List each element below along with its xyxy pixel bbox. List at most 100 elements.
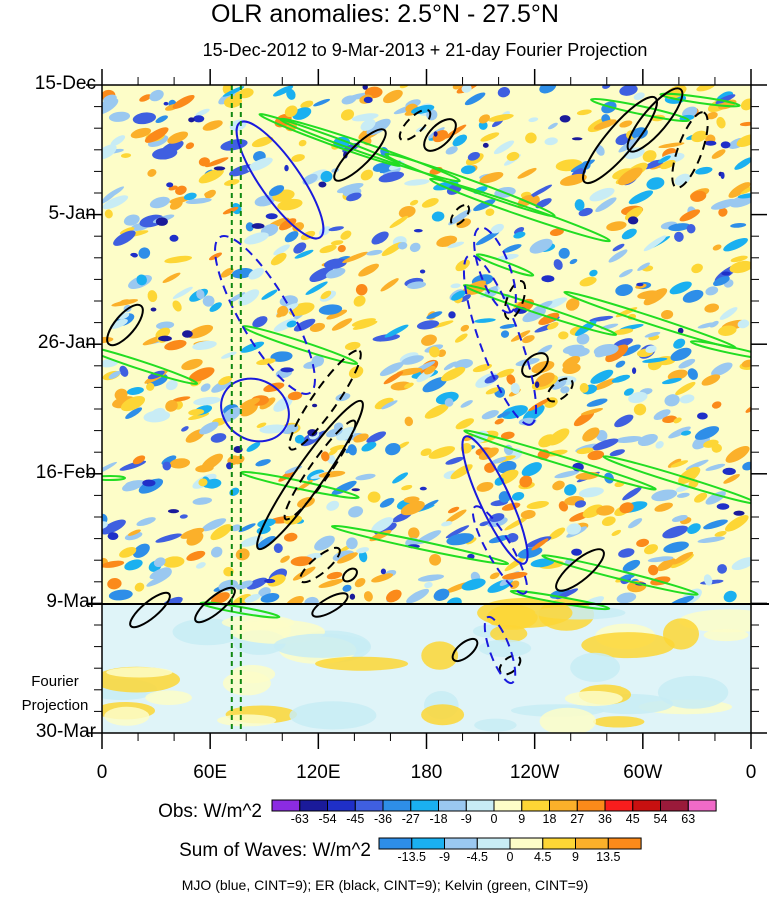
er-contour (521, 352, 549, 378)
projection-anomaly-cell (315, 656, 409, 671)
obs-anomaly-cell (719, 307, 738, 320)
obs-anomaly-cell (319, 244, 337, 254)
obs-anomaly-cell (192, 340, 217, 350)
projection-anomaly-cell (104, 706, 150, 726)
obs-anomaly-cell (678, 466, 701, 485)
obs-anomaly-cell (445, 509, 467, 524)
projection-anomaly-cell (421, 641, 459, 670)
obs-anomaly-cell (222, 86, 245, 97)
er-contour (299, 546, 341, 584)
obs-anomaly-cell (723, 590, 737, 603)
obs-anomaly-cell (740, 185, 751, 195)
obs-anomaly-cell (612, 243, 625, 252)
obs-anomaly-cell (417, 574, 445, 582)
obs-anomaly-cell (286, 88, 296, 100)
obs-anomaly-cell (211, 546, 223, 558)
waves-colorbar-swatch (542, 837, 577, 850)
obs-anomaly-cell (667, 369, 688, 381)
obs-anomaly-cell (260, 593, 280, 603)
obs-anomaly-cell (240, 402, 258, 417)
chart-title: OLR anomalies: 2.5°N - 27.5°N (211, 0, 559, 28)
obs-anomaly-cell (136, 274, 147, 286)
x-tick-label: 60E (193, 762, 228, 783)
obs-anomaly-cell (716, 116, 726, 129)
obs-anomaly-core (448, 311, 456, 319)
obs-anomaly-cell (460, 400, 473, 408)
projection-anomaly-cell (593, 716, 645, 728)
obs-anomaly-cell (411, 104, 435, 115)
obs-anomaly-core (318, 181, 327, 188)
obs-anomaly-cell (231, 268, 254, 279)
obs-anomaly-cell (134, 582, 145, 592)
obs-anomaly-cell (181, 426, 189, 432)
obs-anomaly-cell (619, 502, 634, 514)
obs-anomaly-cell (416, 320, 440, 330)
obs-anomaly-cell (595, 145, 605, 156)
obs-colorbar-label: 45 (625, 812, 640, 826)
obs-anomaly-cell (330, 240, 344, 246)
obs-anomaly-cell (529, 238, 553, 254)
obs-anomaly-cell (428, 446, 456, 459)
obs-anomaly-cell (443, 361, 457, 371)
waves-colorbar-label: 0 (506, 850, 514, 864)
obs-anomaly-cell (155, 533, 182, 543)
obs-anomaly-cell (479, 172, 504, 184)
obs-anomaly-cell (372, 334, 401, 342)
obs-anomaly-cell (686, 224, 696, 234)
waves-colorbar-swatch (607, 837, 642, 850)
obs-anomaly-cell (453, 359, 473, 369)
obs-anomaly-cell (259, 397, 276, 410)
obs-anomaly-cell (528, 117, 539, 123)
obs-anomaly-cell (146, 382, 155, 391)
kelvin-contour (102, 345, 199, 385)
obs-anomaly-cell (544, 449, 568, 457)
obs-anomaly-cell (705, 463, 726, 471)
obs-anomaly-cell (734, 157, 751, 170)
obs-anomaly-cell (126, 387, 144, 395)
obs-anomaly-cell (580, 408, 604, 416)
obs-anomaly-core (433, 131, 438, 137)
obs-anomaly-cell (252, 316, 268, 328)
kelvin-contour (463, 429, 657, 491)
obs-anomaly-cell (119, 365, 129, 377)
er-contour (342, 567, 358, 583)
projection-anomaly-cell (657, 675, 729, 709)
obs-anomaly-cell (694, 492, 708, 503)
obs-anomaly-cell (522, 335, 535, 344)
obs-anomaly-core (193, 115, 205, 123)
obs-colorbar-label: 9 (518, 812, 526, 826)
obs-anomaly-cell (609, 449, 625, 457)
obs-anomaly-cell (149, 567, 169, 580)
obs-anomaly-cell (408, 527, 420, 539)
obs-anomaly-cell (202, 120, 223, 131)
obs-colorbar-swatch (465, 799, 495, 812)
kelvin-contour (689, 340, 751, 360)
obs-anomaly-cell (725, 445, 750, 463)
obs-anomaly-cell (124, 559, 143, 571)
obs-anomaly-cell (323, 258, 347, 269)
obs-anomaly-cell (409, 242, 421, 253)
obs-anomaly-cell (554, 470, 579, 479)
obs-anomaly-cell (409, 199, 419, 206)
obs-anomaly-cell (305, 281, 328, 295)
obs-anomaly-cell (104, 209, 113, 219)
obs-anomaly-cell (325, 267, 346, 279)
obs-anomaly-cell (198, 168, 224, 184)
obs-anomaly-cell (565, 298, 580, 311)
obs-anomaly-cell (132, 455, 146, 465)
obs-anomaly-cell (452, 85, 463, 90)
er-contour (423, 118, 457, 152)
obs-anomaly-cell (705, 286, 719, 296)
projection-anomaly-cell (581, 632, 675, 659)
obs-anomaly-cell (574, 500, 587, 508)
obs-anomaly-core (158, 335, 172, 342)
obs-anomaly-cell (582, 504, 604, 518)
obs-anomaly-cell (667, 458, 682, 468)
obs-anomaly-core (559, 115, 571, 123)
obs-anomaly-cell (614, 414, 634, 428)
obs-anomaly-cell (697, 536, 726, 543)
obs-anomaly-cell (107, 578, 122, 590)
obs-anomaly-core (722, 467, 736, 475)
obs-anomaly-cell (606, 221, 627, 231)
obs-anomaly-cell (139, 94, 152, 102)
